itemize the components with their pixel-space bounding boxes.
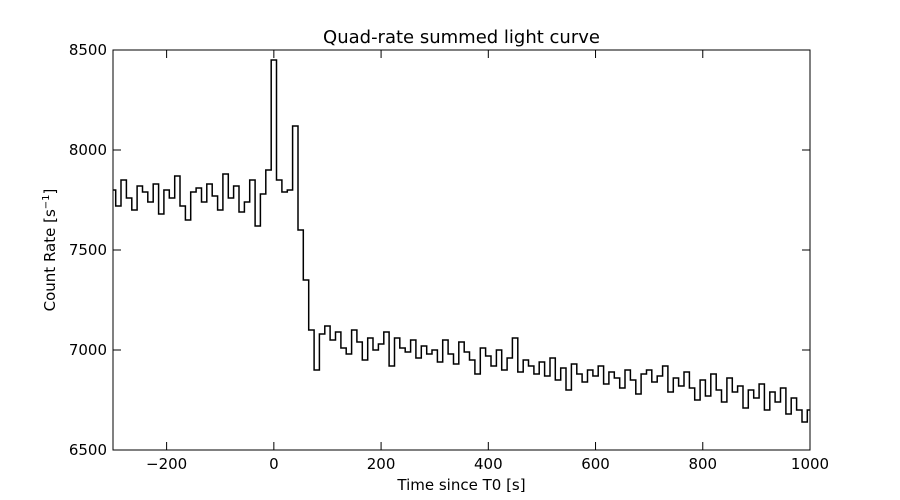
chart-title: Quad-rate summed light curve [323,27,600,48]
y-tick-label: 8000 [69,141,107,159]
x-tick-label: 800 [688,455,717,473]
x-tick-label: 0 [269,455,279,473]
x-axis-label: Time since T0 [s] [396,476,525,494]
x-tick-label: 200 [367,455,396,473]
y-tick-label: 8500 [69,41,107,59]
y-tick-label: 7000 [69,341,107,359]
y-tick-label: 7500 [69,241,107,259]
series-line [113,59,810,423]
x-tick-label: 400 [474,455,503,473]
y-tick-label: 6500 [69,441,107,459]
x-tick-label: 600 [581,455,610,473]
x-tick-label: −200 [146,455,187,473]
x-tick-label: 1000 [791,455,829,473]
y-axis-label: Count Rate [s−1] [41,189,59,312]
